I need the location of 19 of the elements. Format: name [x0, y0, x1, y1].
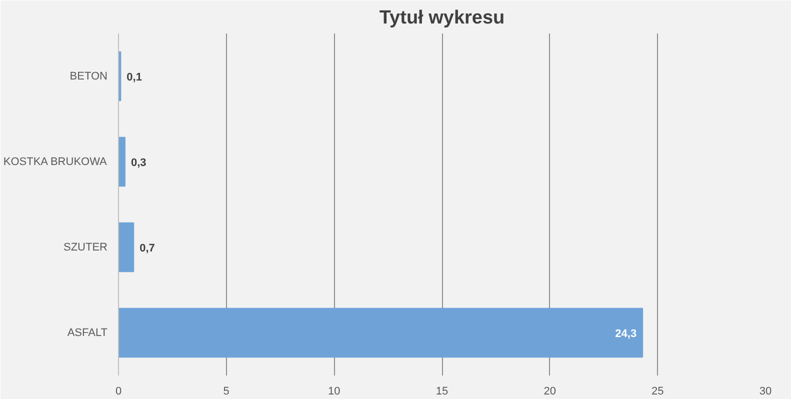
data-label: 0,7	[140, 242, 155, 254]
chart-title: Tytuł wykresu	[379, 8, 505, 28]
y-tick-label: BETON	[70, 70, 108, 82]
bar	[118, 308, 644, 358]
data-label: 24,3	[615, 328, 637, 340]
bar	[118, 136, 126, 187]
x-tick-label: 0	[115, 386, 122, 398]
x-tick-label: 10	[328, 386, 340, 398]
y-tick-label: SZUTER	[64, 241, 108, 254]
x-tick-label: 25	[652, 386, 664, 398]
y-tick-label: ASFALT	[67, 326, 108, 339]
data-label: 0,1	[126, 71, 142, 84]
x-tick-label: 30	[759, 386, 772, 398]
x-tick-label: 15	[436, 386, 448, 398]
bar	[118, 222, 134, 272]
x-tick-label: 5	[223, 386, 230, 398]
x-tick-label: 20	[544, 386, 556, 398]
data-label: 0,3	[130, 156, 146, 169]
y-tick-label: KOSTKA BRUKOWA	[3, 156, 108, 168]
